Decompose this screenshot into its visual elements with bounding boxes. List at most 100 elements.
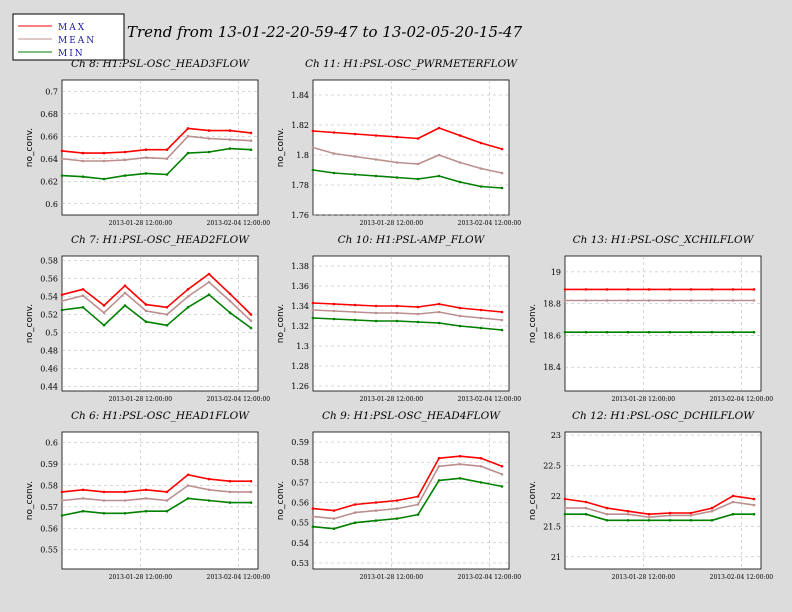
data-point-max — [752, 497, 756, 501]
x-tick-label: 2013-01-28 12:00:00 — [360, 220, 424, 227]
data-point-min — [479, 185, 483, 188]
y-tick-label: 0.46 — [40, 365, 58, 374]
data-point-mean — [144, 309, 148, 313]
data-point-mean — [81, 294, 85, 297]
data-point-mean — [395, 507, 399, 510]
chart-5: Ch 13: H1:PSL-OSC_XCHILFLOW 19 18.8 18.6 18.… — [528, 234, 773, 403]
data-point-min — [395, 319, 399, 323]
data-point-max — [458, 454, 462, 458]
data-point-max — [102, 490, 106, 494]
data-point-mean — [710, 509, 714, 513]
data-point-min — [228, 311, 232, 315]
data-point-min — [102, 324, 106, 327]
y-axis-label: no_conv. — [528, 304, 538, 343]
data-point-min — [60, 308, 64, 312]
data-point-max — [647, 288, 651, 291]
data-point-min — [458, 477, 462, 480]
data-point-max — [437, 126, 441, 130]
data-point-min — [102, 512, 106, 515]
data-point-min — [144, 172, 148, 175]
data-point-min — [165, 324, 169, 327]
series-line-mean — [61, 135, 252, 162]
data-point-mean — [416, 162, 420, 166]
data-point-mean — [186, 295, 190, 298]
data-point-max — [605, 288, 609, 291]
data-point-min — [353, 521, 357, 524]
y-tick-label: 0.5 — [45, 329, 58, 338]
data-point-mean — [60, 157, 64, 160]
data-point-mean — [102, 159, 106, 163]
data-point-min — [605, 519, 609, 522]
data-point-min — [689, 330, 693, 334]
data-point-min — [123, 512, 127, 515]
data-point-max — [186, 288, 190, 291]
data-point-min — [332, 171, 336, 175]
y-tick-label: 1.8 — [296, 151, 309, 160]
y-tick-label: 0.53 — [291, 559, 309, 568]
data-point-mean — [668, 299, 672, 302]
data-point-min — [458, 180, 462, 184]
data-point-min — [228, 501, 232, 504]
data-point-mean — [144, 497, 148, 500]
data-point-mean — [374, 311, 378, 315]
data-point-max — [731, 494, 735, 498]
series-line-min — [61, 497, 251, 517]
y-axis-label: no_conv. — [25, 304, 35, 343]
data-point-mean — [311, 146, 315, 149]
data-point-mean — [500, 318, 504, 322]
data-point-min — [752, 512, 756, 516]
data-point-mean — [165, 313, 169, 316]
y-tick-label: 0.44 — [40, 383, 58, 392]
data-point-mean — [353, 155, 357, 158]
data-point-mean — [437, 465, 441, 468]
data-point-min — [123, 304, 127, 307]
data-point-max — [144, 488, 148, 492]
data-point-max — [752, 288, 756, 291]
data-point-max — [500, 465, 504, 468]
data-point-min — [81, 509, 85, 513]
data-point-max — [102, 304, 106, 307]
data-point-mean — [626, 512, 630, 516]
data-point-mean — [332, 309, 336, 313]
data-point-min — [479, 481, 483, 484]
data-point-min — [668, 330, 672, 334]
y-tick-label: 0.59 — [40, 460, 58, 469]
x-tick-label: 2013-02-04 12:00:00 — [207, 574, 271, 581]
data-point-mean — [123, 499, 127, 502]
data-point-min — [416, 320, 420, 324]
data-point-min — [311, 168, 315, 172]
y-tick-label: 0.48 — [40, 347, 58, 356]
data-point-min — [123, 174, 127, 177]
chart-3: Ch 7: H1:PSL-OSC_HEAD2FLOW 0.58 0.56 0.54 0.… — [25, 234, 270, 403]
data-point-max — [689, 511, 693, 515]
data-point-max — [374, 304, 378, 308]
y-axis-label: no_conv. — [25, 128, 35, 167]
data-point-max — [123, 284, 127, 288]
data-point-max — [437, 456, 441, 460]
plot-area — [61, 79, 259, 216]
data-point-mean — [332, 517, 336, 520]
legend-label-max: MAX — [58, 23, 86, 33]
series-line-mean — [312, 463, 503, 520]
data-point-min — [416, 177, 420, 181]
data-point-min — [249, 148, 253, 151]
data-point-max — [500, 310, 504, 314]
data-point-mean — [458, 462, 462, 466]
y-tick-label: 0.68 — [40, 110, 58, 119]
y-axis-label: no_conv. — [528, 481, 538, 520]
data-point-min — [165, 173, 169, 176]
data-point-max — [60, 490, 64, 494]
data-point-mean — [731, 500, 735, 504]
data-point-mean — [374, 509, 378, 512]
data-point-max — [605, 506, 609, 510]
data-point-min — [186, 306, 190, 309]
data-point-min — [144, 509, 148, 513]
data-point-min — [500, 328, 504, 332]
series-line-max — [312, 127, 503, 150]
data-point-min — [584, 512, 588, 516]
data-point-min — [353, 318, 357, 322]
data-point-max — [60, 293, 64, 297]
y-tick-label: 0.56 — [40, 524, 58, 533]
data-point-mean — [689, 299, 693, 302]
